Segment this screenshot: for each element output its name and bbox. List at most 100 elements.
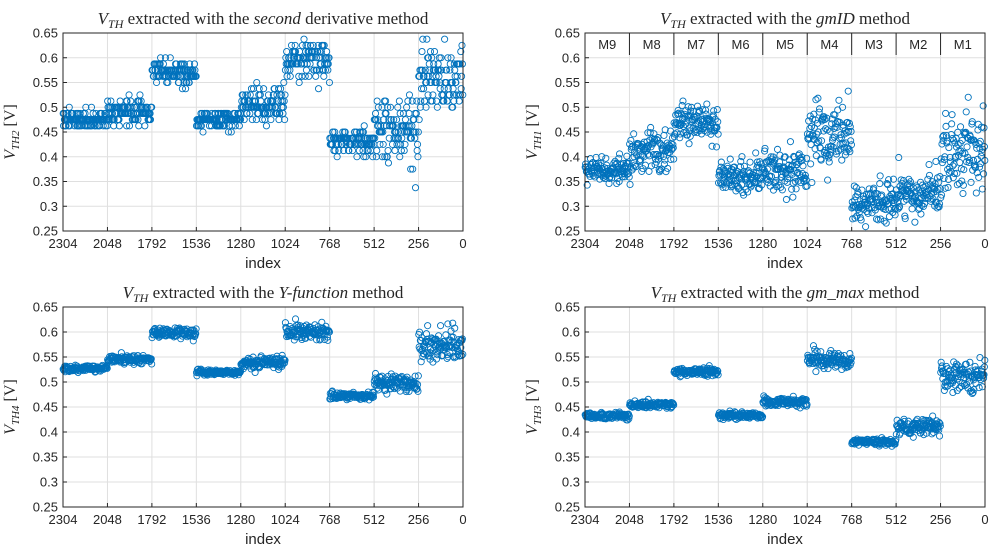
data-point (685, 140, 693, 148)
y-tick-label: 0.45 (33, 125, 58, 140)
data-point (416, 103, 424, 111)
data-point (893, 198, 902, 206)
data-point (759, 398, 767, 406)
x-tick-label: 1536 (182, 236, 211, 251)
data-point (678, 101, 686, 110)
data-point (850, 182, 858, 190)
data-point (764, 179, 772, 187)
title-method: gmID (816, 9, 855, 28)
title-suffix: method (864, 283, 920, 302)
data-point (715, 172, 723, 180)
data-point (192, 122, 201, 130)
data-point (722, 183, 730, 191)
ylabel-symbol: V (2, 423, 19, 435)
data-point (371, 369, 380, 378)
ylabel-unit: [V] (2, 104, 19, 130)
data-point (957, 123, 965, 131)
data-point (951, 153, 959, 161)
data-point (966, 388, 974, 396)
ylabel-subscript: TH2 (10, 130, 22, 150)
data-point (611, 157, 619, 165)
data-point (782, 195, 790, 204)
data-point (415, 343, 423, 351)
data-point (626, 140, 634, 148)
data-point (777, 183, 785, 191)
data-point (953, 181, 961, 189)
data-point (656, 166, 664, 174)
data-point (946, 366, 954, 374)
chart-4: 2304 2048 1792 1536 1280 1024 768 512 256 00.250.… (524, 283, 989, 548)
data-point (237, 109, 245, 117)
data-point (947, 130, 955, 139)
data-point (969, 166, 977, 174)
x-axis-label: index (245, 255, 281, 272)
data-point (918, 187, 926, 195)
data-point (598, 153, 606, 161)
data-point (383, 153, 391, 161)
x-tick-label: 1024 (271, 236, 300, 251)
data-point (383, 390, 391, 398)
y-tick-label: 0.45 (555, 125, 580, 140)
data-point (940, 132, 948, 140)
data-point (255, 91, 263, 99)
data-point (418, 347, 426, 355)
data-point (237, 360, 245, 368)
x-tick-label: 1792 (659, 236, 688, 251)
data-point (282, 323, 290, 331)
data-point (948, 120, 956, 128)
title-suffix: derivative method (301, 9, 429, 28)
data-point (830, 111, 838, 119)
data-point (889, 175, 898, 183)
data-point (194, 365, 202, 373)
data-point (630, 130, 638, 138)
data-point (420, 97, 428, 105)
y-tick-label: 0.65 (555, 300, 580, 315)
data-point (371, 134, 379, 142)
x-axis: 2304 2048 1792 1536 1280 1024 768 512 256 0 (49, 227, 467, 251)
data-point (838, 156, 846, 164)
data-point (248, 116, 256, 124)
data-point (418, 85, 426, 93)
data-point (458, 60, 466, 68)
ylabel-unit: [V] (524, 379, 541, 405)
data-point (717, 158, 725, 166)
data-point (432, 97, 441, 105)
chart-title: VTH extracted with the gmID method (660, 9, 910, 31)
y-tick-label: 0.5 (562, 100, 580, 115)
data-point (949, 174, 957, 182)
y-tick-label: 0.55 (33, 350, 58, 365)
data-point (653, 136, 662, 144)
data-point (894, 191, 902, 199)
data-point (792, 185, 800, 193)
data-point (310, 66, 318, 74)
data-point (428, 335, 437, 343)
group-label: M1 (954, 37, 972, 52)
x-tick-label: 1792 (137, 512, 166, 527)
data-point (806, 112, 814, 120)
data-point (333, 153, 341, 161)
data-point (687, 103, 696, 111)
data-point (944, 175, 952, 184)
data-point (937, 155, 945, 163)
data-point (911, 218, 919, 226)
data-point (386, 103, 395, 111)
data-point (828, 115, 836, 123)
data-point (737, 157, 745, 165)
data-point (426, 48, 435, 56)
data-point (438, 352, 446, 360)
data-point (407, 165, 415, 173)
data-point (940, 174, 948, 182)
data-point (227, 128, 235, 136)
group-label: M3 (865, 37, 883, 52)
y-tick-label: 0.65 (33, 300, 58, 315)
data-point (374, 386, 382, 394)
data-point (452, 353, 460, 361)
x-tick-label: 1792 (659, 512, 688, 527)
data-point (362, 153, 370, 161)
data-point (414, 128, 422, 136)
data-point (585, 170, 593, 178)
title-text: extracted with the (676, 283, 806, 302)
y-axis-label: VTH2 [V] (2, 104, 22, 160)
y-tick-label: 0.3 (562, 475, 580, 490)
data-point (950, 169, 959, 178)
